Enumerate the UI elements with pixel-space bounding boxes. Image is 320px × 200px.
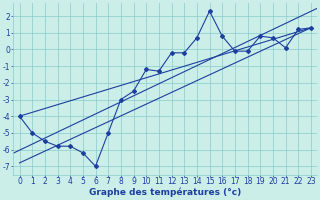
X-axis label: Graphe des températures (°c): Graphe des températures (°c) [89,188,241,197]
